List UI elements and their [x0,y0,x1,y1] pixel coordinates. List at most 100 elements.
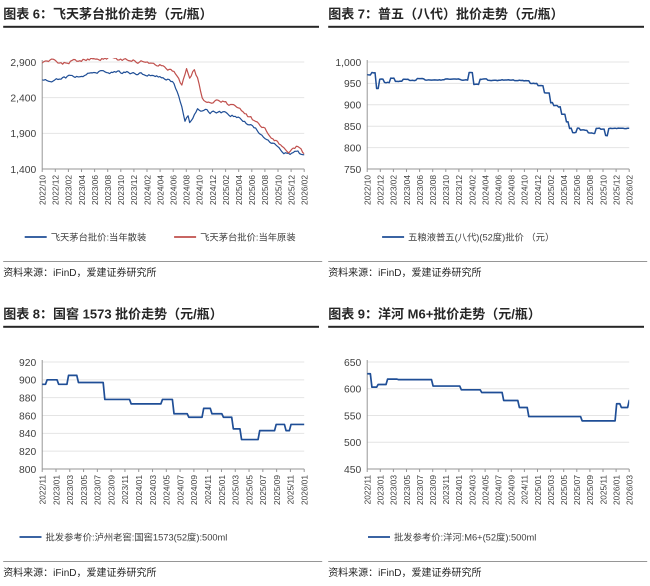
svg-text:450: 450 [344,465,361,476]
svg-text:2024/03: 2024/03 [148,475,158,505]
svg-text:2024/04: 2024/04 [155,175,165,205]
svg-text:860: 860 [19,411,36,422]
svg-text:2025/06: 2025/06 [247,175,257,205]
svg-text:2026/02: 2026/02 [625,175,635,205]
svg-text:1,000: 1,000 [335,58,361,69]
svg-text:2022/10: 2022/10 [38,175,48,205]
svg-text:2026/01: 2026/01 [300,475,310,505]
svg-text:2026/01: 2026/01 [611,475,621,505]
svg-text:2024/08: 2024/08 [507,175,517,205]
svg-text:2023/11: 2023/11 [441,475,451,505]
svg-text:2024/07: 2024/07 [175,475,185,505]
svg-text:2024/11: 2024/11 [203,475,213,505]
svg-text:图表 9：洋河 M6+批价走势（元/瓶）: 图表 9：洋河 M6+批价走势（元/瓶） [328,307,541,322]
svg-text:920: 920 [19,358,36,369]
svg-text:800: 800 [19,465,36,476]
svg-text:2023/10: 2023/10 [441,175,451,205]
svg-text:飞天茅台批价:当年原装: 飞天茅台批价:当年原装 [200,231,296,242]
svg-text:2024/05: 2024/05 [480,475,490,505]
svg-text:1,400: 1,400 [10,165,36,176]
svg-text:图表 6：飞天茅台批价走势（元/瓶）: 图表 6：飞天茅台批价走势（元/瓶） [3,7,212,22]
svg-text:五粮液普五(八代)(52度)批价 （元）: 五粮液普五(八代)(52度)批价 （元） [408,231,554,242]
svg-text:2023/03: 2023/03 [65,475,75,505]
svg-text:2,900: 2,900 [10,58,36,69]
svg-text:2023/12: 2023/12 [129,175,139,205]
svg-text:2026/03: 2026/03 [625,475,635,505]
svg-text:2023/06: 2023/06 [415,175,425,205]
svg-text:资料来源：iFinD，爱建证券研究所: 资料来源：iFinD，爱建证券研究所 [328,566,481,579]
svg-text:2023/04: 2023/04 [402,175,412,205]
svg-text:2,400: 2,400 [10,93,36,104]
svg-text:2025/11: 2025/11 [598,475,608,505]
svg-text:2025/07: 2025/07 [258,475,268,505]
svg-text:840: 840 [19,429,36,440]
svg-text:2022/10: 2022/10 [363,175,373,205]
svg-text:2023/08: 2023/08 [103,175,113,205]
svg-text:2025/08: 2025/08 [585,175,595,205]
svg-text:2024/01: 2024/01 [134,475,144,505]
svg-text:资料来源：iFinD，爱建证券研究所: 资料来源：iFinD，爱建证券研究所 [3,266,156,279]
svg-text:2025/02: 2025/02 [546,175,556,205]
svg-text:2024/07: 2024/07 [494,475,504,505]
svg-text:2025/01: 2025/01 [533,475,543,505]
svg-text:2025/09: 2025/09 [585,475,595,505]
svg-text:2025/03: 2025/03 [231,475,241,505]
svg-text:2024/10: 2024/10 [195,175,205,205]
svg-text:2023/02: 2023/02 [389,175,399,205]
svg-text:2023/05: 2023/05 [79,475,89,505]
svg-text:2025/12: 2025/12 [286,175,296,205]
svg-text:2024/09: 2024/09 [507,475,517,505]
svg-text:880: 880 [19,393,36,404]
svg-text:2024/11: 2024/11 [520,475,530,505]
svg-text:2022/12: 2022/12 [376,175,386,205]
svg-text:资料来源：iFinD，爱建证券研究所: 资料来源：iFinD，爱建证券研究所 [3,566,156,579]
svg-text:2025/05: 2025/05 [244,475,254,505]
svg-text:2025/09: 2025/09 [272,475,282,505]
svg-text:2023/01: 2023/01 [376,475,386,505]
svg-text:2024/06: 2024/06 [494,175,504,205]
svg-text:2024/01: 2024/01 [454,475,464,505]
svg-text:2023/07: 2023/07 [93,475,103,505]
svg-text:2024/12: 2024/12 [208,175,218,205]
svg-text:2023/09: 2023/09 [106,475,116,505]
svg-text:2023/08: 2023/08 [428,175,438,205]
svg-text:2023/02: 2023/02 [64,175,74,205]
svg-text:2024/03: 2024/03 [467,475,477,505]
svg-text:2025/10: 2025/10 [273,175,283,205]
svg-text:2022/12: 2022/12 [51,175,61,205]
svg-text:2025/11: 2025/11 [286,475,296,505]
svg-text:批发参考价:洋河:M6+(52度):500ml: 批发参考价:洋河:M6+(52度):500ml [394,531,536,542]
svg-text:2026/02: 2026/02 [300,175,310,205]
svg-text:2025/04: 2025/04 [234,175,244,205]
svg-text:2025/05: 2025/05 [559,475,569,505]
svg-text:2023/12: 2023/12 [454,175,464,205]
svg-text:2024/02: 2024/02 [142,175,152,205]
svg-text:2025/08: 2025/08 [260,175,270,205]
svg-text:2025/10: 2025/10 [598,175,608,205]
svg-text:950: 950 [344,79,361,90]
svg-text:850: 850 [344,122,361,133]
svg-text:2023/10: 2023/10 [116,175,126,205]
svg-text:2024/04: 2024/04 [480,175,490,205]
svg-text:2023/04: 2023/04 [77,175,87,205]
svg-text:2024/09: 2024/09 [189,475,199,505]
svg-text:2025/06: 2025/06 [572,175,582,205]
svg-text:2023/01: 2023/01 [51,475,61,505]
svg-text:2025/01: 2025/01 [217,475,227,505]
svg-text:图表 8：国窖 1573 批价走势（元/瓶）: 图表 8：国窖 1573 批价走势（元/瓶） [3,307,223,322]
svg-text:2023/06: 2023/06 [90,175,100,205]
svg-text:2023/11: 2023/11 [120,475,130,505]
svg-text:900: 900 [344,101,361,112]
svg-text:500: 500 [344,438,361,449]
svg-text:1,900: 1,900 [10,129,36,140]
svg-text:2022/11: 2022/11 [38,475,48,505]
svg-text:2024/06: 2024/06 [169,175,179,205]
svg-text:900: 900 [19,376,36,387]
svg-text:2024/05: 2024/05 [162,475,172,505]
svg-text:800: 800 [344,143,361,154]
svg-text:820: 820 [19,447,36,458]
svg-text:图表 7：普五（八代）批价走势（元/瓶）: 图表 7：普五（八代）批价走势（元/瓶） [328,7,563,22]
svg-text:600: 600 [344,385,361,396]
svg-text:2024/02: 2024/02 [467,175,477,205]
svg-text:2024/10: 2024/10 [520,175,530,205]
